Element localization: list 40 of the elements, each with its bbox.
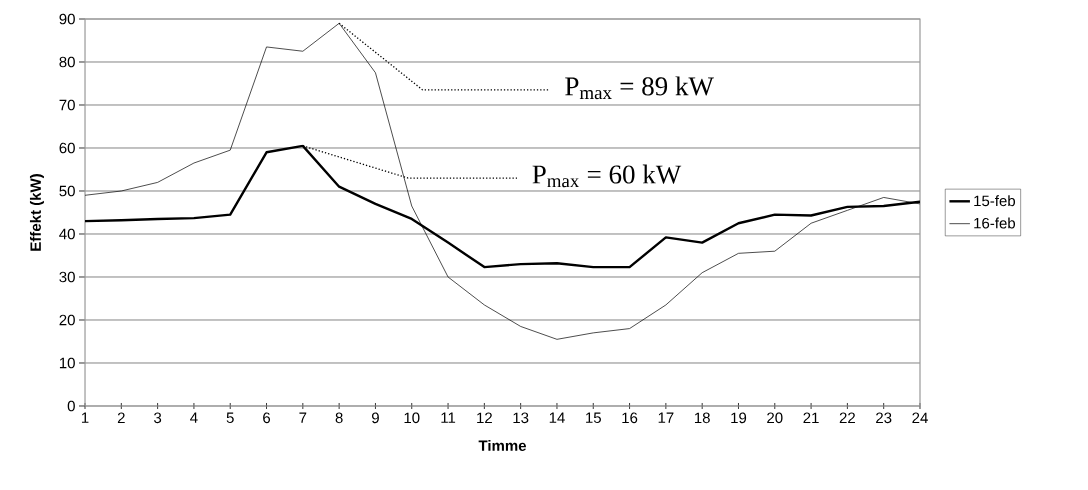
x-tick-label: 24 bbox=[912, 412, 928, 423]
y-tick-label: 70 bbox=[59, 99, 75, 111]
x-tick-label: 20 bbox=[767, 412, 783, 424]
y-axis-title: Effekt (kW) bbox=[29, 174, 44, 251]
x-tick-label: 5 bbox=[226, 412, 234, 423]
x-tick-label: 12 bbox=[477, 412, 492, 423]
x-tick-label: 22 bbox=[839, 412, 855, 423]
x-tick-label: 7 bbox=[299, 412, 307, 423]
x-tick-label: 3 bbox=[154, 412, 162, 424]
x-tick-label: 11 bbox=[441, 412, 456, 423]
x-tick-label: 23 bbox=[876, 412, 892, 424]
annotation: P$_{max}$ = 60 kW bbox=[532, 164, 682, 188]
legend-label: 15-feb bbox=[974, 195, 1016, 207]
annotation: P$_{max}$ = 89 kW bbox=[565, 76, 714, 100]
y-tick-label: 20 bbox=[59, 314, 75, 326]
y-tick-label: 80 bbox=[59, 56, 75, 68]
x-tick-label: 2 bbox=[117, 412, 125, 423]
x-tick-label: 16 bbox=[622, 412, 638, 424]
y-tick-label: 60 bbox=[59, 142, 75, 154]
y-tick-label: 90 bbox=[59, 13, 75, 25]
y-tick-label: 30 bbox=[59, 271, 75, 283]
y-tick-label: 10 bbox=[59, 357, 75, 369]
legend-label: 16-feb bbox=[974, 217, 1016, 229]
x-tick-label: 19 bbox=[731, 412, 747, 424]
x-axis-title: Timme bbox=[478, 440, 527, 452]
x-tick-label: 18 bbox=[694, 412, 710, 424]
x-tick-label: 21 bbox=[803, 412, 819, 423]
x-tick-label: 1 bbox=[81, 412, 89, 423]
x-tick-label: 6 bbox=[263, 412, 271, 424]
x-tick-label: 10 bbox=[404, 412, 420, 424]
x-tick-label: 4 bbox=[190, 412, 198, 423]
x-tick-label: 15 bbox=[586, 412, 601, 423]
x-tick-label: 9 bbox=[371, 412, 379, 424]
x-tick-label: 13 bbox=[513, 412, 529, 424]
y-tick-label: 50 bbox=[59, 185, 75, 197]
x-tick-label: 8 bbox=[335, 412, 343, 424]
x-tick-label: 17 bbox=[658, 412, 674, 423]
y-tick-label: 0 bbox=[67, 400, 75, 412]
y-tick-label: 40 bbox=[59, 228, 75, 240]
x-tick-label: 14 bbox=[549, 412, 565, 423]
